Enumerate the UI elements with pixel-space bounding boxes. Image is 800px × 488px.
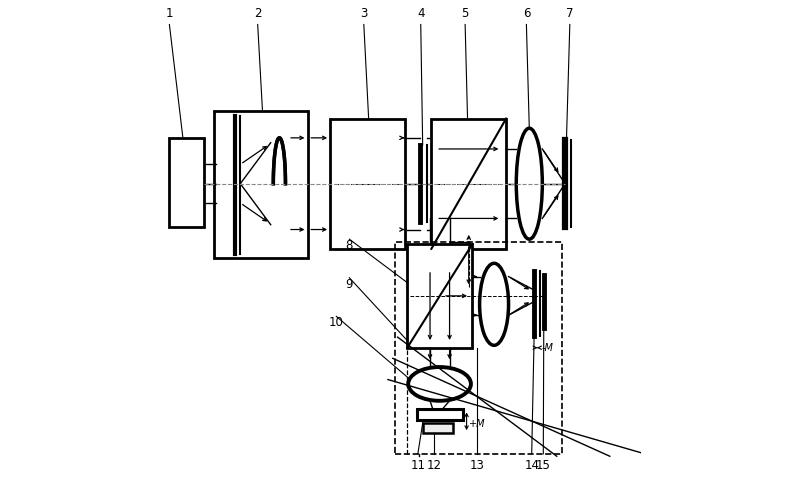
Text: 6: 6 bbox=[522, 7, 530, 20]
Bar bbox=[330, 119, 405, 249]
Ellipse shape bbox=[480, 264, 509, 346]
Text: 5: 5 bbox=[462, 7, 469, 20]
Ellipse shape bbox=[516, 128, 542, 239]
Bar bbox=[423, 424, 453, 433]
Text: 8: 8 bbox=[346, 239, 353, 252]
Text: 3: 3 bbox=[360, 7, 367, 20]
Bar bbox=[431, 119, 506, 249]
Bar bbox=[407, 244, 472, 348]
Text: 12: 12 bbox=[426, 459, 442, 472]
Ellipse shape bbox=[408, 367, 471, 401]
Text: 4: 4 bbox=[417, 7, 425, 20]
Text: 1: 1 bbox=[166, 7, 173, 20]
Text: 2: 2 bbox=[254, 7, 262, 20]
Text: -M: -M bbox=[542, 343, 554, 353]
Text: 10: 10 bbox=[329, 316, 344, 329]
Bar bbox=[170, 138, 204, 227]
Bar bbox=[214, 111, 308, 259]
Text: 11: 11 bbox=[410, 459, 426, 472]
Text: 14: 14 bbox=[524, 459, 539, 472]
Text: 15: 15 bbox=[536, 459, 550, 472]
Text: +M: +M bbox=[469, 419, 486, 429]
Bar bbox=[395, 242, 562, 454]
Text: 7: 7 bbox=[566, 7, 574, 20]
Text: 13: 13 bbox=[470, 459, 485, 472]
Bar bbox=[417, 409, 462, 420]
Text: 9: 9 bbox=[346, 278, 353, 291]
